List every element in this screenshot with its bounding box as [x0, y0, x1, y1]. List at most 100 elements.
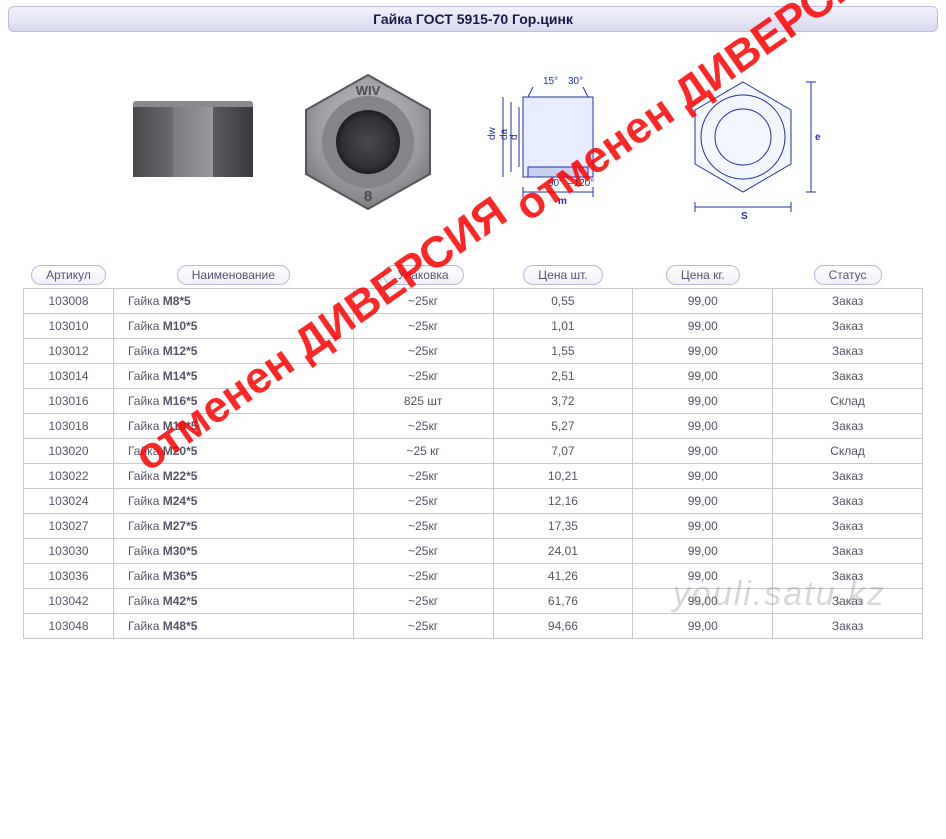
- cell-status: Заказ: [773, 539, 923, 564]
- cell-status: Заказ: [773, 614, 923, 639]
- cell-pack: ~25кг: [353, 364, 493, 389]
- table-row: 103010Гайка M10*5~25кг1,0199,00Заказ: [24, 314, 923, 339]
- table-row: 103042Гайка M42*5~25кг61,7699,00Заказ: [24, 589, 923, 614]
- cell-status: Заказ: [773, 414, 923, 439]
- svg-text:m: m: [558, 196, 567, 207]
- table-row: 103020Гайка M20*5~25 кг7,0799,00Склад: [24, 439, 923, 464]
- cell-price-kg: 99,00: [633, 389, 773, 414]
- cell-status: Заказ: [773, 339, 923, 364]
- svg-text:d: d: [509, 134, 520, 140]
- cell-article: 103030: [24, 539, 114, 564]
- cell-price-kg: 99,00: [633, 589, 773, 614]
- cell-pack: ~25кг: [353, 464, 493, 489]
- cell-status: Склад: [773, 389, 923, 414]
- cell-pack: ~25кг: [353, 514, 493, 539]
- cell-name: Гайка M16*5: [113, 389, 353, 414]
- cell-pack: ~25кг: [353, 614, 493, 639]
- table-row: 103048Гайка M48*5~25кг94,6699,00Заказ: [24, 614, 923, 639]
- cell-price-kg: 99,00: [633, 439, 773, 464]
- table-row: 103027Гайка M27*5~25кг17,3599,00Заказ: [24, 514, 923, 539]
- cell-pack: ~25кг: [353, 339, 493, 364]
- cell-pack: ~25кг: [353, 314, 493, 339]
- col-pack: Упаковка: [383, 265, 464, 285]
- page: Гайка ГОСТ 5915-70 Гор.цинк: [0, 6, 946, 659]
- cell-name: Гайка M14*5: [113, 364, 353, 389]
- table-row: 103012Гайка M12*5~25кг1,5599,00Заказ: [24, 339, 923, 364]
- cell-price-kg: 99,00: [633, 614, 773, 639]
- cell-price-unit: 12,16: [493, 489, 633, 514]
- page-title: Гайка ГОСТ 5915-70 Гор.цинк: [8, 6, 938, 32]
- cell-price-kg: 99,00: [633, 539, 773, 564]
- cell-article: 103020: [24, 439, 114, 464]
- cell-status: Заказ: [773, 289, 923, 314]
- cell-article: 103014: [24, 364, 114, 389]
- cell-pack: ~25кг: [353, 564, 493, 589]
- table-row: 103016Гайка M16*5825 шт3,7299,00Склад: [24, 389, 923, 414]
- svg-text:dw: dw: [487, 126, 498, 140]
- cell-price-unit: 1,01: [493, 314, 633, 339]
- cell-status: Заказ: [773, 514, 923, 539]
- cell-article: 103008: [24, 289, 114, 314]
- table-row: 103014Гайка M14*5~25кг2,5199,00Заказ: [24, 364, 923, 389]
- cell-name: Гайка M24*5: [113, 489, 353, 514]
- nut-marking-bottom: 8: [364, 188, 372, 205]
- table-row: 103022Гайка M22*5~25кг10,2199,00Заказ: [24, 464, 923, 489]
- cell-pack: 825 шт: [353, 389, 493, 414]
- cell-name: Гайка M8*5: [113, 289, 353, 314]
- cell-price-kg: 99,00: [633, 514, 773, 539]
- svg-text:30°: 30°: [568, 76, 583, 87]
- cell-pack: ~25кг: [353, 489, 493, 514]
- table-header-row: Артикул Наименование Упаковка Цена шт. Ц…: [24, 262, 923, 289]
- cell-price-unit: 2,51: [493, 364, 633, 389]
- cell-name: Гайка M18*5: [113, 414, 353, 439]
- cell-price-unit: 24,01: [493, 539, 633, 564]
- cell-status: Заказ: [773, 364, 923, 389]
- cell-pack: ~25кг: [353, 539, 493, 564]
- cell-price-unit: 94,66: [493, 614, 633, 639]
- cell-status: Склад: [773, 439, 923, 464]
- table-row: 103018Гайка M18*5~25кг5,2799,00Заказ: [24, 414, 923, 439]
- technical-diagram: 15° 30° m dw da d 90° –120°: [473, 62, 823, 222]
- svg-text:e: e: [815, 132, 821, 143]
- col-status: Статус: [814, 265, 882, 285]
- svg-text:90°: 90°: [548, 178, 563, 189]
- cell-article: 103012: [24, 339, 114, 364]
- cell-name: Гайка M12*5: [113, 339, 353, 364]
- cell-price-unit: 0,55: [493, 289, 633, 314]
- nut-marking-top: WIV: [356, 83, 381, 98]
- cell-price-kg: 99,00: [633, 289, 773, 314]
- svg-text:15°: 15°: [543, 76, 558, 87]
- cell-article: 103036: [24, 564, 114, 589]
- cell-article: 103022: [24, 464, 114, 489]
- table-row: 103036Гайка M36*5~25кг41,2699,00Заказ: [24, 564, 923, 589]
- cell-article: 103027: [24, 514, 114, 539]
- col-article: Артикул: [31, 265, 106, 285]
- cell-price-kg: 99,00: [633, 339, 773, 364]
- cell-name: Гайка M36*5: [113, 564, 353, 589]
- cell-price-unit: 41,26: [493, 564, 633, 589]
- cell-article: 103018: [24, 414, 114, 439]
- table-row: 103030Гайка M30*5~25кг24,0199,00Заказ: [24, 539, 923, 564]
- cell-status: Заказ: [773, 314, 923, 339]
- cell-name: Гайка M30*5: [113, 539, 353, 564]
- cell-price-kg: 99,00: [633, 414, 773, 439]
- cell-article: 103016: [24, 389, 114, 414]
- cell-article: 103042: [24, 589, 114, 614]
- title-text: Гайка ГОСТ 5915-70 Гор.цинк: [373, 11, 573, 27]
- cell-price-kg: 99,00: [633, 464, 773, 489]
- cell-price-unit: 7,07: [493, 439, 633, 464]
- svg-text:–120°: –120°: [568, 178, 594, 189]
- cell-price-kg: 99,00: [633, 364, 773, 389]
- cell-status: Заказ: [773, 464, 923, 489]
- cell-name: Гайка M22*5: [113, 464, 353, 489]
- col-name: Наименование: [177, 265, 290, 285]
- cell-status: Заказ: [773, 489, 923, 514]
- spec-table: Артикул Наименование Упаковка Цена шт. Ц…: [23, 262, 923, 639]
- table-row: 103024Гайка M24*5~25кг12,1699,00Заказ: [24, 489, 923, 514]
- cell-price-kg: 99,00: [633, 489, 773, 514]
- cell-name: Гайка M10*5: [113, 314, 353, 339]
- cell-name: Гайка M20*5: [113, 439, 353, 464]
- table-body: 103008Гайка M8*5~25кг0,5599,00Заказ10301…: [24, 289, 923, 639]
- cell-article: 103024: [24, 489, 114, 514]
- cell-status: Заказ: [773, 564, 923, 589]
